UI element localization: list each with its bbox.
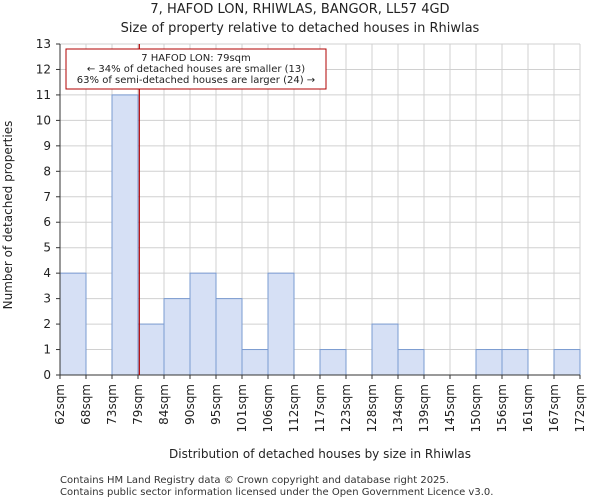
- x-axis-label: Distribution of detached houses by size …: [169, 447, 471, 461]
- bar: [475, 349, 503, 376]
- y-tick-label: 3: [43, 292, 51, 306]
- bar: [163, 298, 191, 376]
- y-tick-label: 8: [43, 164, 51, 178]
- annotation-line: ← 34% of detached houses are smaller (13…: [87, 64, 305, 75]
- property-marker: 7 HAFOD LON: 79sqm← 34% of detached hous…: [65, 44, 327, 375]
- x-tick-label: 145sqm: [443, 384, 457, 432]
- x-tick-label: 68sqm: [79, 384, 93, 425]
- bar: [267, 272, 295, 376]
- x-tick-label: 150sqm: [469, 384, 483, 432]
- bar: [501, 349, 529, 376]
- chart-title: 7, HAFOD LON, RHIWLAS, BANGOR, LL57 4GD: [150, 2, 449, 17]
- x-tick-label: 139sqm: [417, 384, 431, 432]
- bar: [111, 94, 139, 376]
- y-tick-label: 5: [43, 241, 51, 255]
- x-tick-label: 128sqm: [365, 384, 379, 432]
- x-tick-label: 84sqm: [157, 384, 171, 425]
- x-tick-labels: 62sqm 68sqm 73sqm 79sqm 84sqm 90sqm 95sqm 101sq…: [53, 384, 587, 432]
- bar: [553, 349, 581, 376]
- x-tick-label: 95sqm: [209, 384, 223, 425]
- axes: [56, 43, 581, 379]
- x-tick-label: 106sqm: [261, 384, 275, 432]
- bar: [371, 323, 399, 376]
- annotation-box: [65, 48, 327, 90]
- x-tick-label: 123sqm: [339, 384, 353, 432]
- bar: [189, 272, 217, 376]
- y-tick-label: 6: [43, 215, 51, 229]
- bar: [319, 349, 347, 376]
- footer-line-2: Contains public sector information licen…: [60, 487, 493, 498]
- bar: [241, 349, 269, 376]
- y-tick-label: 1: [43, 343, 51, 357]
- y-tick-label: 2: [43, 317, 51, 331]
- y-tick-label: 11: [36, 88, 51, 102]
- x-tick-label: 62sqm: [53, 384, 67, 425]
- x-tick-label: 167sqm: [547, 384, 561, 432]
- x-tick-label: 73sqm: [105, 384, 119, 425]
- bar: [397, 349, 425, 376]
- y-axis-label: Number of detached properties: [1, 121, 15, 310]
- y-tick-label: 4: [43, 266, 51, 280]
- x-tick-label: 90sqm: [183, 384, 197, 425]
- bar: [59, 272, 87, 376]
- y-tick-label: 12: [36, 62, 51, 76]
- x-tick-label: 101sqm: [235, 384, 249, 432]
- x-tick-label: 112sqm: [287, 384, 301, 432]
- annotation-line: 63% of semi-detached houses are larger (…: [77, 75, 315, 86]
- y-tick-label: 7: [43, 190, 51, 204]
- x-tick-label: 161sqm: [521, 384, 535, 432]
- bar: [137, 323, 165, 376]
- bars: [59, 94, 581, 376]
- chart-subtitle: Size of property relative to detached ho…: [121, 21, 480, 36]
- x-tick-label: 117sqm: [313, 384, 327, 432]
- y-tick-label: 9: [43, 139, 51, 153]
- footer-line-1: Contains HM Land Registry data © Crown c…: [60, 475, 449, 486]
- y-tick-label: 10: [36, 113, 51, 127]
- x-tick-label: 172sqm: [573, 384, 587, 432]
- y-tick-label: 13: [36, 37, 51, 51]
- annotation-line: 7 HAFOD LON: 79sqm: [141, 53, 251, 64]
- x-tick-label: 79sqm: [131, 384, 145, 425]
- bar: [215, 298, 243, 376]
- y-tick-label: 0: [43, 368, 51, 382]
- x-tick-label: 134sqm: [391, 384, 405, 432]
- x-tick-label: 156sqm: [495, 384, 509, 432]
